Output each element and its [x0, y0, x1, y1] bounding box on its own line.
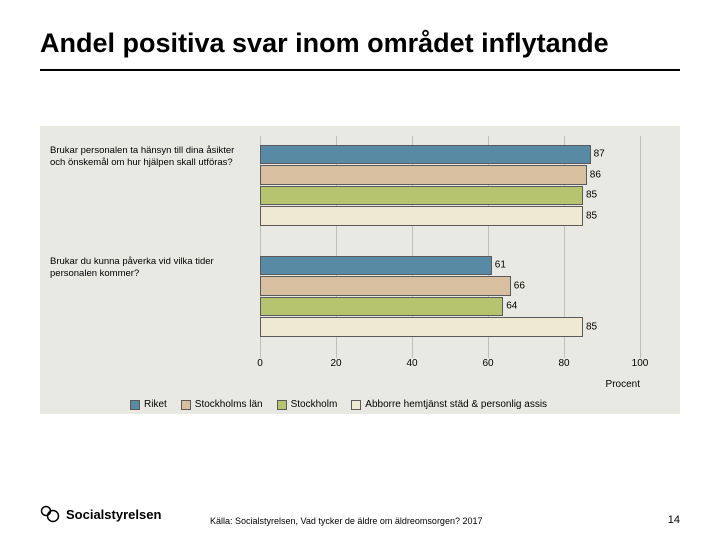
bar-row: 85: [260, 317, 640, 337]
source-text: Källa: Socialstyrelsen, Vad tycker de äl…: [210, 516, 482, 526]
legend-swatch: [277, 400, 287, 410]
bar: 64: [260, 297, 503, 317]
bar: 61: [260, 256, 492, 276]
legend-item: Stockholms län: [181, 399, 263, 410]
x-tick-label: 60: [482, 358, 493, 369]
category-labels: Brukar personalen ta hänsyn till dina ås…: [50, 136, 250, 358]
bar-row: 61: [260, 256, 640, 276]
bar-value-label: 87: [594, 149, 605, 160]
legend-item: Stockholm: [277, 399, 338, 410]
legend-label: Riket: [144, 399, 167, 410]
legend-label: Stockholm: [291, 399, 338, 410]
bar-value-label: 61: [495, 260, 506, 271]
bars: 8786858561666485: [260, 136, 640, 358]
bar-value-label: 66: [514, 280, 525, 291]
gridline: [640, 136, 642, 358]
bar-row: 87: [260, 145, 640, 165]
x-tick-label: 80: [558, 358, 569, 369]
bar-value-label: 85: [586, 211, 597, 222]
x-axis-label: Procent: [606, 379, 640, 390]
footer: Socialstyrelsen Källa: Socialstyrelsen, …: [40, 488, 680, 524]
x-tick-label: 100: [632, 358, 649, 369]
bar: 85: [260, 186, 583, 206]
bar-row: 85: [260, 186, 640, 206]
legend-swatch: [351, 400, 361, 410]
logo: Socialstyrelsen: [40, 504, 161, 524]
bar: 85: [260, 317, 583, 337]
legend-item: Riket: [130, 399, 167, 410]
x-tick-label: 0: [257, 358, 263, 369]
bar: 86: [260, 165, 587, 185]
bar: 87: [260, 145, 591, 165]
bar-row: 66: [260, 276, 640, 296]
x-tick-label: 40: [406, 358, 417, 369]
legend-label: Abborre hemtjänst städ & personlig assis: [365, 399, 547, 410]
legend: Riket Stockholms län Stockholm Abborre hemt…: [130, 399, 640, 410]
bar-row: 85: [260, 206, 640, 226]
bar-row: 86: [260, 165, 640, 185]
chart-area: Brukar personalen ta hänsyn till dina ås…: [40, 126, 680, 414]
category-label: Brukar du kunna påverka vid vilka tider …: [50, 256, 250, 280]
logo-text: Socialstyrelsen: [66, 507, 161, 522]
bar-value-label: 85: [586, 322, 597, 333]
plot-area: 8786858561666485: [260, 136, 640, 358]
bar-value-label: 85: [586, 190, 597, 201]
bar-value-label: 64: [506, 301, 517, 312]
category-label: Brukar personalen ta hänsyn till dina ås…: [50, 145, 250, 169]
logo-icon: [40, 504, 60, 524]
legend-item: Abborre hemtjänst städ & personlig assis: [351, 399, 547, 410]
bar-row: 64: [260, 297, 640, 317]
x-axis: 020406080100: [260, 358, 640, 374]
bar-value-label: 86: [590, 169, 601, 180]
bar: 85: [260, 206, 583, 226]
legend-swatch: [130, 400, 140, 410]
page-title: Andel positiva svar inom området inflyta…: [40, 28, 680, 71]
slide: Andel positiva svar inom området inflyta…: [0, 0, 720, 540]
legend-label: Stockholms län: [195, 399, 263, 410]
legend-swatch: [181, 400, 191, 410]
page-number: 14: [668, 514, 680, 526]
x-tick-label: 20: [330, 358, 341, 369]
bar: 66: [260, 276, 511, 296]
